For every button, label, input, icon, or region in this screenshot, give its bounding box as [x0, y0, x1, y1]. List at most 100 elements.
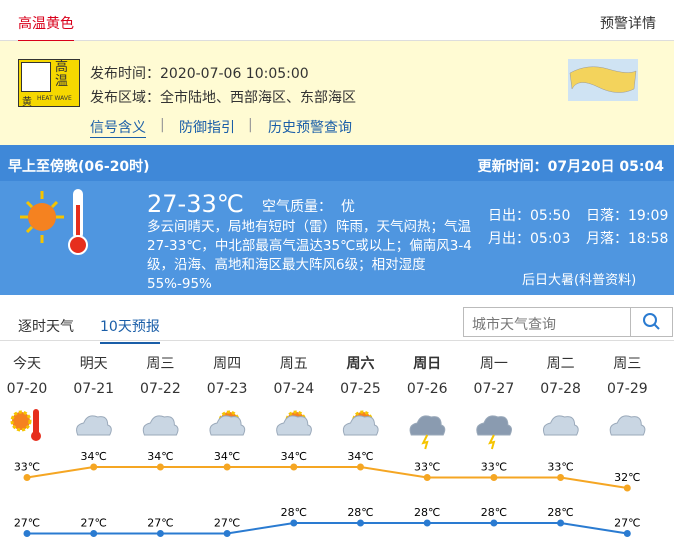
low-label: 28℃ — [481, 506, 507, 519]
icon-level: 黄 — [22, 97, 32, 108]
sunrise: 日出：05:50 — [488, 208, 571, 224]
thermo-box — [21, 62, 51, 92]
link[interactable]: 历史预警查询 — [268, 120, 352, 136]
low-point — [490, 519, 498, 527]
high-label: 33℃ — [14, 461, 40, 474]
placeholder: 城市天气查询 — [472, 317, 556, 333]
low-label: 27℃ — [14, 517, 40, 530]
high-label: 32℃ — [614, 471, 640, 484]
low-point — [156, 530, 164, 537]
area-map — [568, 59, 638, 101]
date: 07-22 — [140, 381, 181, 397]
sunset: 日落：19:09 — [586, 208, 669, 224]
low-point — [290, 519, 298, 527]
low-label: 27℃ — [147, 517, 173, 530]
high-point — [357, 463, 364, 471]
high-label: 34℃ — [147, 450, 173, 463]
alert-icon: 高温 黄 HEAT WAVE — [18, 59, 80, 108]
high-point — [223, 463, 231, 471]
low-label: 28℃ — [347, 506, 373, 519]
day-name: 周三 — [613, 356, 642, 372]
today-header — [0, 145, 674, 181]
tab-bar — [0, 340, 674, 341]
description: 多云间晴天，局地有短时（雷）阵雨，天气闷热；气温27-33℃，中北部最高气温达3… — [147, 219, 472, 292]
low-label: 27℃ — [214, 517, 240, 530]
weather-icon — [542, 415, 579, 436]
icon-eng: HEAT WAVE — [37, 95, 72, 102]
search-button[interactable] — [630, 307, 673, 337]
high-point — [490, 474, 498, 481]
weather-icon — [276, 410, 312, 436]
separator: | — [248, 117, 253, 133]
cloud — [409, 415, 446, 436]
separator: | — [160, 117, 165, 133]
sun-icon — [20, 189, 88, 255]
weather-icon — [342, 410, 379, 436]
today-panel: 早上至傍晚(06-20时) 更新时间：07月20日 05:04 27-33℃ 空… — [0, 145, 674, 295]
search-input[interactable]: 城市天气查询 — [463, 307, 631, 337]
low-point — [223, 530, 231, 537]
high-label: 33℃ — [414, 461, 440, 474]
thermo — [33, 409, 39, 435]
forecast-chart: 33℃ 34℃ 34℃ 34℃ 34℃ 34℃ 33℃ 33℃ 33℃ 32℃ 27℃ 27℃ 27℃ 2… — [10, 409, 646, 537]
high-point — [156, 463, 164, 471]
thermo-bulb — [31, 431, 41, 441]
date: 07-23 — [206, 381, 248, 397]
weather-icon — [142, 415, 179, 436]
cloud — [142, 415, 179, 436]
issue-time: 发布时间：2020-07-06 10:05:00 — [90, 66, 309, 82]
temp-range: 27-33℃ — [147, 190, 244, 218]
day-name: 周日 — [413, 356, 442, 372]
day-name: 周五 — [279, 356, 308, 372]
date: 07-28 — [540, 381, 581, 397]
tab[interactable]: 逐时天气 — [18, 319, 74, 335]
date: 07-26 — [406, 381, 448, 397]
day-name: 周二 — [546, 356, 575, 372]
weather-icon — [476, 415, 512, 450]
day-name: 周四 — [213, 356, 242, 372]
high-label: 33℃ — [547, 461, 573, 474]
low-point — [423, 519, 431, 527]
low-point — [23, 530, 31, 537]
solar-term[interactable]: 后日大暑(科普资料) — [522, 273, 637, 288]
day-name: 周六 — [346, 356, 375, 372]
cloud — [276, 415, 312, 436]
link[interactable]: 防御指引 — [179, 120, 235, 136]
low-label: 28℃ — [414, 506, 440, 519]
high-label: 34℃ — [347, 450, 373, 463]
details-link[interactable]: 预警详情 — [600, 16, 656, 32]
icon-text: 高温 — [55, 60, 69, 89]
cloud — [542, 415, 579, 436]
weather-icon — [409, 415, 446, 450]
date: 07-24 — [273, 381, 315, 397]
day-name: 明天 — [79, 356, 108, 372]
low-label: 27℃ — [614, 517, 640, 530]
date: 07-29 — [606, 381, 648, 397]
high-label: 34℃ — [81, 450, 107, 463]
high-label: 34℃ — [214, 450, 240, 463]
low-label: 28℃ — [547, 506, 573, 519]
low-point — [623, 530, 631, 537]
cloud — [476, 415, 512, 436]
low-label: 27℃ — [81, 517, 107, 530]
date: 07-27 — [473, 381, 515, 397]
bolt — [488, 434, 496, 450]
issue-area: 发布区域：全市陆地、西部海区、东部海区 — [90, 90, 356, 106]
top-bar: 高温黄色 预警详情 — [0, 0, 674, 42]
high-label: 33℃ — [481, 461, 507, 474]
alert-tab[interactable]: 高温黄色 — [18, 13, 74, 42]
weather-icon — [76, 415, 112, 436]
weather-icon — [609, 415, 646, 436]
link[interactable]: 信号含义 — [90, 117, 146, 138]
low-point — [357, 519, 364, 527]
tab-active[interactable]: 10天预报 — [100, 316, 160, 344]
air-quality: 空气质量： 优 — [262, 199, 355, 215]
low-label: 28℃ — [281, 506, 307, 519]
sun — [10, 410, 32, 432]
low-point — [90, 530, 98, 537]
cloud — [609, 415, 646, 436]
moonset: 月落：18:58 — [586, 231, 669, 247]
high-point — [623, 484, 631, 492]
high-point — [557, 474, 565, 481]
high-label: 34℃ — [281, 450, 307, 463]
